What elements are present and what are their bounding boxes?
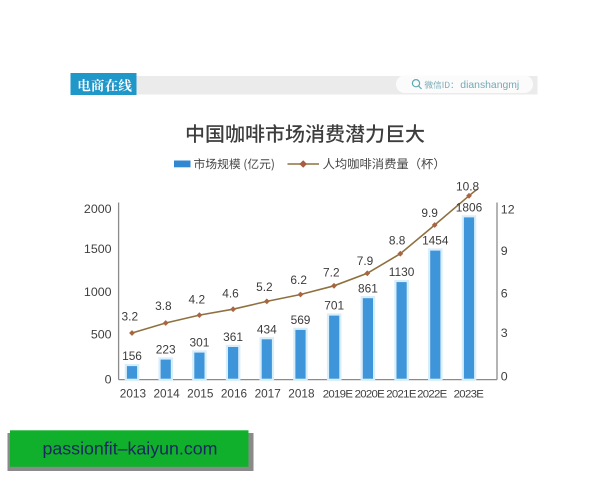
- svg-text:6: 6: [501, 287, 508, 301]
- svg-text:4.2: 4.2: [189, 293, 206, 307]
- svg-text:0: 0: [105, 372, 112, 386]
- svg-text:434: 434: [257, 322, 277, 336]
- svg-text:1130: 1130: [389, 265, 415, 279]
- svg-text:9: 9: [501, 244, 508, 258]
- svg-text:701: 701: [324, 299, 344, 313]
- svg-text:1500: 1500: [84, 242, 112, 256]
- svg-text:3.2: 3.2: [122, 310, 139, 324]
- svg-text:2013: 2013: [120, 387, 147, 401]
- svg-text:2018: 2018: [288, 387, 315, 401]
- svg-text:2021E: 2021E: [386, 389, 417, 401]
- svg-text:1454: 1454: [422, 234, 449, 248]
- svg-text:2014: 2014: [153, 387, 180, 401]
- svg-text:569: 569: [291, 313, 311, 327]
- svg-text:2023E: 2023E: [454, 389, 485, 401]
- svg-text:2019E: 2019E: [323, 389, 354, 401]
- svg-text:2020E: 2020E: [355, 389, 386, 401]
- svg-text:3.8: 3.8: [155, 299, 172, 313]
- svg-text:2017: 2017: [255, 387, 281, 401]
- svg-text:4.6: 4.6: [222, 287, 239, 301]
- svg-text:1806: 1806: [456, 201, 483, 215]
- svg-text:2000: 2000: [84, 202, 112, 216]
- svg-text:0: 0: [501, 370, 508, 384]
- svg-text:1000: 1000: [84, 285, 112, 299]
- svg-text:12: 12: [501, 203, 515, 217]
- svg-text:156: 156: [122, 349, 142, 363]
- svg-text:passionfit–kaiyun.com: passionfit–kaiyun.com: [43, 439, 218, 459]
- svg-text:6.2: 6.2: [290, 273, 307, 287]
- svg-text:861: 861: [358, 281, 378, 295]
- svg-text:5.2: 5.2: [256, 280, 273, 294]
- svg-text:10.8: 10.8: [456, 179, 480, 193]
- svg-text:3: 3: [501, 326, 508, 340]
- svg-text:9.9: 9.9: [421, 206, 438, 220]
- svg-text:223: 223: [156, 343, 176, 357]
- svg-text:361: 361: [223, 330, 243, 344]
- svg-text:2015: 2015: [187, 387, 214, 401]
- svg-text:301: 301: [189, 336, 209, 350]
- svg-text:8.8: 8.8: [389, 234, 406, 248]
- svg-text:7.9: 7.9: [357, 254, 374, 268]
- svg-text:7.2: 7.2: [323, 265, 340, 279]
- svg-text:500: 500: [91, 327, 112, 341]
- svg-text:2016: 2016: [221, 387, 248, 401]
- svg-text:2022E: 2022E: [417, 389, 448, 401]
- svg-text:dianshangmj: dianshangmj: [460, 80, 519, 91]
